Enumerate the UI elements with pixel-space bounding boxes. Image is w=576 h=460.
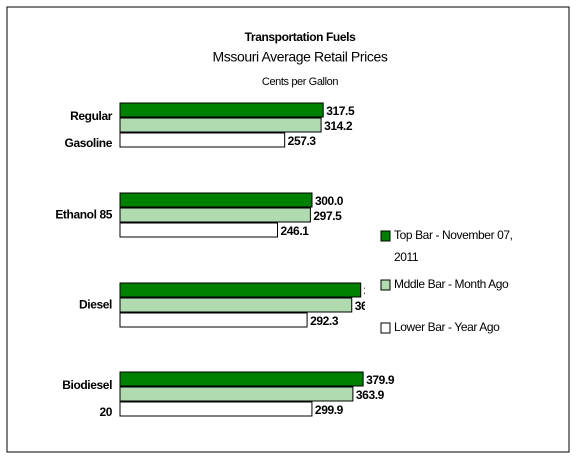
chart-title: Transportation Fuels xyxy=(245,30,356,44)
bar xyxy=(119,117,322,133)
value-label: 300.0 xyxy=(315,194,344,208)
legend-background xyxy=(365,180,565,350)
bar xyxy=(119,401,313,417)
bar xyxy=(119,386,354,402)
bar xyxy=(119,312,308,328)
value-label: 363.9 xyxy=(356,388,385,402)
unit-label: Cents per Gallon xyxy=(262,76,338,88)
value-label: 246.1 xyxy=(281,224,310,238)
value-label: 314.2 xyxy=(324,119,353,133)
value-label: 379.9 xyxy=(366,373,395,387)
legend-label: Mddle Bar - Month Ago xyxy=(394,277,509,291)
bar xyxy=(119,207,311,223)
legend-swatch xyxy=(380,230,391,242)
bar xyxy=(119,297,353,313)
value-label: 292.3 xyxy=(310,314,339,328)
legend-label: Lower Bar - Year Ago xyxy=(394,320,500,334)
chart-subtitle: Mssouri Average Retail Prices xyxy=(213,49,388,65)
value-label: 317.5 xyxy=(326,104,355,118)
category-label: Biodiesel 20 xyxy=(62,378,112,419)
value-label: 299.9 xyxy=(315,403,344,417)
value-label: 257.3 xyxy=(288,134,317,148)
category-label: Diesel xyxy=(79,298,112,312)
bar xyxy=(119,282,362,298)
category-label: Ethanol 85 xyxy=(55,208,112,222)
bar xyxy=(119,102,324,118)
legend-label: Top Bar - November 07, 2011 xyxy=(394,228,513,264)
bar xyxy=(119,222,279,238)
bar xyxy=(119,371,364,387)
legend-swatch xyxy=(380,279,391,291)
legend-swatch xyxy=(380,322,391,334)
bar xyxy=(119,132,286,148)
value-label: 297.5 xyxy=(313,209,342,223)
category-label: Regular Gasoline xyxy=(65,109,113,150)
bar xyxy=(119,192,313,208)
